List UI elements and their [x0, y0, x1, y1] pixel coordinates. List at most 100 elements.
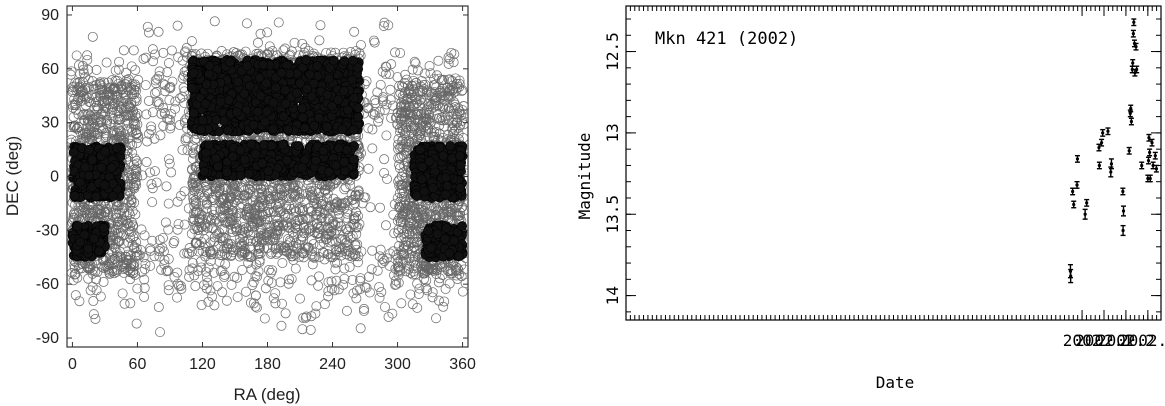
sky-map-point [398, 94, 409, 104]
sky-map-point [417, 98, 428, 108]
sky-map-point [348, 288, 359, 299]
sky-map-point [159, 107, 170, 118]
sky-map-point [132, 283, 143, 294]
sky-map-point [409, 120, 420, 131]
sky-map-point [410, 58, 421, 69]
sky-map-point [267, 183, 278, 194]
sky-map-point [241, 196, 252, 207]
sky-map-point [84, 134, 95, 145]
sky-map-point [394, 262, 405, 273]
sky-map-point [241, 206, 252, 217]
sky-map-point [110, 243, 121, 254]
sky-map-point [381, 62, 392, 73]
sky-map-point [141, 157, 152, 168]
sky-map-point [187, 147, 198, 158]
sky-map-point [453, 265, 464, 276]
sky-map-point [202, 222, 213, 233]
sky-map-point [101, 57, 112, 68]
sky-map-point [267, 265, 278, 276]
sky-map-point [125, 138, 135, 149]
sky-map-point [210, 181, 221, 192]
sky-map-point [130, 269, 141, 280]
sky-map-point [83, 64, 94, 75]
sky-map-point [329, 285, 340, 296]
sky-map-point [309, 252, 320, 263]
sky-map-point [189, 200, 200, 211]
sky-map-point [209, 232, 220, 243]
sky-map-point [419, 68, 430, 79]
sky-map-point [120, 79, 131, 90]
sky-map-point [404, 260, 415, 271]
sky-map-point [202, 272, 213, 283]
sky-map-point [245, 297, 256, 308]
sky-map-point [400, 69, 411, 80]
sky-map-point [407, 123, 418, 134]
sky-map-point [131, 243, 142, 254]
sky-map-point [355, 323, 366, 334]
sky-map-point [94, 116, 105, 127]
sky-map-point [406, 226, 417, 237]
sky-map-point [123, 255, 134, 266]
sky-map-point [344, 250, 355, 261]
sky-map-point [130, 209, 141, 220]
sky-map-point [423, 124, 434, 134]
sky-map-point [188, 174, 199, 185]
sky-map-point [222, 238, 233, 249]
sky-map-point [423, 263, 434, 274]
sky-map-point [294, 193, 305, 203]
sky-map-point [363, 271, 374, 282]
sky-map-point [430, 264, 441, 275]
sky-map-point [140, 52, 151, 63]
sky-map-point [429, 73, 440, 84]
sky-map-point [129, 95, 140, 106]
sky-map-point [330, 236, 341, 247]
sky-map-point [242, 249, 253, 260]
sky-map-point [275, 240, 286, 251]
sky-map-point [159, 254, 170, 265]
sky-map-point [163, 285, 174, 296]
sky-map-point [449, 120, 460, 131]
sky-map-point [300, 213, 311, 224]
sky-map-point [419, 206, 430, 217]
sky-map-point [429, 127, 440, 138]
sky-map-point [69, 94, 80, 104]
sky-map-point [282, 240, 292, 251]
sky-map-point [99, 207, 110, 218]
sky-map-point [427, 292, 438, 303]
sky-map-point [325, 252, 336, 263]
sky-map-point [263, 194, 274, 205]
sky-map-point [124, 101, 135, 112]
sky-map-point [444, 54, 455, 65]
sky-map-point [176, 283, 187, 294]
sky-map-point [187, 257, 198, 268]
sky-map-point [384, 69, 395, 80]
sky-map-point [429, 87, 440, 98]
sky-map-point [231, 224, 241, 235]
sky-map-point [250, 290, 261, 301]
sky-map-point [405, 93, 416, 103]
sky-map-point [390, 263, 401, 274]
sky-map-point [382, 174, 393, 185]
sky-map-point [397, 143, 408, 154]
sky-map-point [96, 209, 107, 220]
sky-map-point [324, 237, 335, 248]
sky-map-point [311, 301, 322, 312]
sky-map-point [223, 202, 234, 213]
sky-map-point [346, 195, 357, 206]
sky-map-point [158, 120, 169, 131]
sky-map-point [400, 197, 411, 208]
sky-map-point [85, 285, 96, 296]
sky-map-point [175, 280, 186, 291]
sky-map-point [336, 234, 346, 244]
sky-map-point [374, 292, 385, 303]
sky-map-point [292, 228, 303, 239]
sky-map-point [402, 141, 413, 152]
sky-map-point [154, 234, 165, 245]
sky-map-point [437, 270, 448, 281]
sky-map-point [285, 49, 296, 60]
sky-map-point [105, 253, 116, 264]
sky-map-point [67, 100, 78, 111]
sky-map-point [234, 208, 245, 219]
sky-map-point [226, 244, 236, 255]
